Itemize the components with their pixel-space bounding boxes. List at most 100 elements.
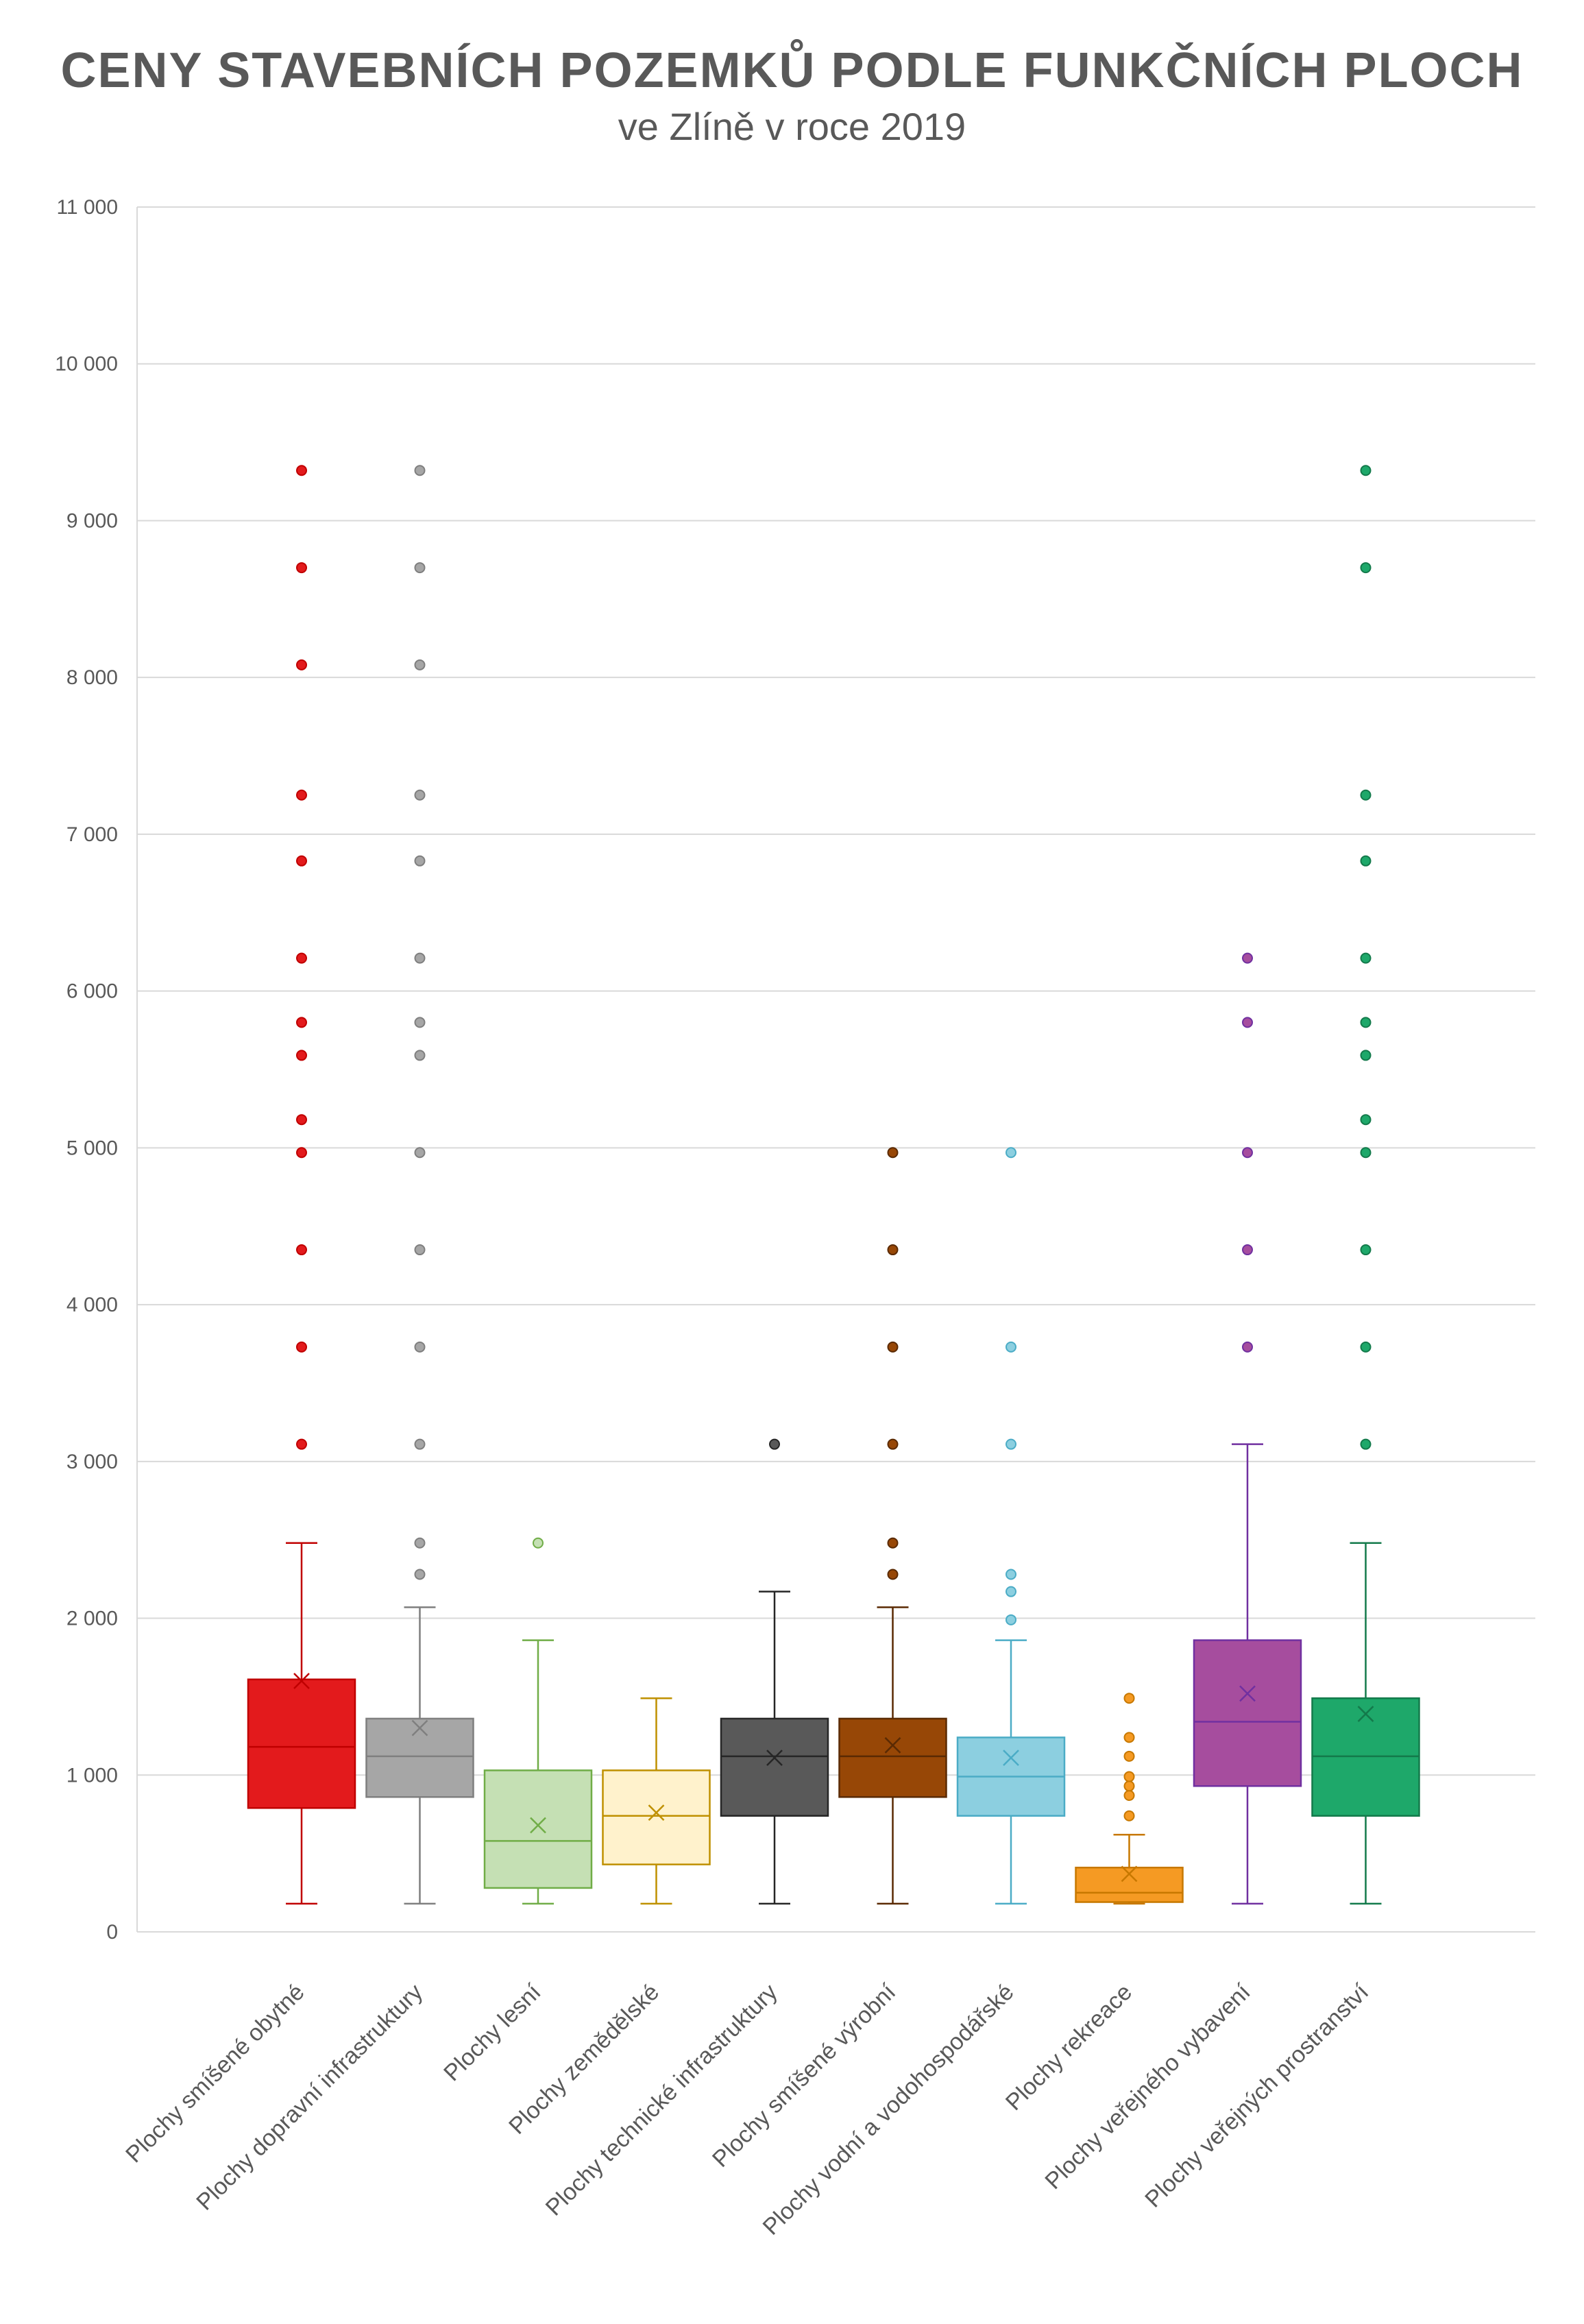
outlier-point — [414, 1244, 426, 1256]
y-tick-label: 8 000 — [66, 666, 118, 689]
x-category-label: Plochy rekreace — [1001, 1979, 1137, 2116]
x-category-label: Plochy dopravní infrastruktury — [191, 1979, 428, 2216]
box-iqr — [602, 1769, 711, 1865]
outlier-point — [296, 465, 307, 476]
outlier-point — [1006, 1341, 1016, 1353]
outlier-point — [414, 1569, 426, 1580]
x-category-label: Plochy veřejného vybavení — [1040, 1978, 1256, 2194]
mean-marker — [1003, 1750, 1019, 1766]
outlier-point — [296, 789, 307, 801]
outlier-point — [1360, 952, 1372, 964]
outlier-point — [296, 1017, 307, 1028]
outlier-point — [1242, 952, 1253, 964]
box-group — [247, 465, 356, 1905]
outlier-point — [414, 1341, 426, 1353]
outlier-point — [414, 1147, 426, 1159]
y-tick-label: 0 — [106, 1921, 118, 1944]
outlier-point — [296, 1341, 307, 1353]
outlier-point — [1360, 1017, 1372, 1028]
y-tick-label: 11 000 — [56, 196, 118, 219]
outlier-point — [887, 1569, 899, 1580]
box-iqr — [365, 1717, 474, 1798]
box-group — [720, 1438, 829, 1905]
outlier-point — [1123, 1810, 1135, 1821]
outlier-point — [1360, 1114, 1372, 1126]
y-tick-label: 1 000 — [66, 1764, 118, 1787]
mean-marker — [884, 1736, 901, 1754]
box-iqr — [247, 1678, 356, 1809]
outlier-point — [769, 1438, 780, 1450]
outlier-point — [887, 1341, 899, 1353]
outlier-point — [1360, 789, 1372, 801]
outlier-point — [533, 1537, 544, 1549]
y-tick-label: 3 000 — [66, 1451, 118, 1473]
y-tick-label: 4 000 — [66, 1294, 118, 1316]
outlier-point — [1242, 1147, 1253, 1159]
mean-marker — [293, 1673, 310, 1689]
box-group — [956, 1147, 1066, 1905]
outlier-point — [296, 1050, 307, 1061]
box-group — [1193, 952, 1302, 1905]
mean-marker — [1121, 1865, 1138, 1883]
box-group — [1075, 1693, 1184, 1905]
outlier-point — [296, 659, 307, 670]
outlier-point — [296, 1114, 307, 1126]
gridlines — [136, 206, 1535, 1933]
outlier-point — [1006, 1586, 1016, 1597]
box-iqr — [720, 1717, 829, 1817]
outlier-point — [414, 465, 426, 476]
outlier-point — [1360, 1050, 1372, 1061]
outlier-point — [1123, 1780, 1135, 1792]
outlier-point — [1123, 1693, 1135, 1704]
outlier-point — [1360, 1147, 1372, 1159]
outlier-point — [414, 1017, 426, 1028]
outlier-point — [887, 1147, 899, 1159]
outlier-point — [887, 1537, 899, 1549]
y-axis-tick-labels: 0 1 000 2 000 3 000 4 000 5 000 6 000 7 000 8 00… — [55, 196, 118, 1944]
outlier-point — [414, 789, 426, 801]
outlier-point — [296, 855, 307, 867]
mean-marker — [1239, 1685, 1256, 1702]
outlier-point — [296, 562, 307, 574]
outlier-point — [414, 659, 426, 670]
y-tick-label: 2 000 — [66, 1608, 118, 1630]
outlier-point — [414, 855, 426, 867]
outlier-point — [414, 1438, 426, 1450]
box-iqr — [1193, 1639, 1302, 1787]
y-tick-label: 5 000 — [66, 1137, 118, 1159]
outlier-point — [1123, 1771, 1135, 1782]
outlier-point — [296, 1438, 307, 1450]
mean-marker — [530, 1817, 546, 1834]
outlier-point — [414, 562, 426, 574]
outlier-point — [296, 1244, 307, 1256]
outlier-point — [296, 952, 307, 964]
outlier-point — [1360, 1341, 1372, 1353]
outlier-point — [414, 1537, 426, 1549]
x-category-label: Plochy lesní — [439, 1978, 546, 2086]
box-group — [838, 1147, 947, 1905]
mean-marker — [1357, 1706, 1374, 1722]
mean-marker — [766, 1750, 783, 1766]
outlier-point — [1006, 1569, 1016, 1580]
outlier-point — [414, 1050, 426, 1061]
outlier-point — [1123, 1750, 1135, 1762]
y-tick-label: 10 000 — [55, 353, 118, 376]
outlier-point — [1242, 1017, 1253, 1028]
outlier-point — [1123, 1732, 1135, 1743]
outlier-point — [887, 1244, 899, 1256]
x-category-label: Plochy veřejných prostranství — [1140, 1978, 1374, 2212]
outlier-point — [1242, 1244, 1253, 1256]
y-tick-label: 6 000 — [66, 980, 118, 1003]
outlier-point — [1123, 1790, 1135, 1802]
outlier-point — [1360, 1438, 1372, 1450]
outlier-point — [1242, 1341, 1253, 1353]
x-category-label: Plochy vodní a vodohospodářské — [758, 1979, 1019, 2240]
box-group — [602, 1697, 711, 1905]
outlier-point — [1006, 1438, 1016, 1450]
box-group — [483, 1537, 593, 1905]
outlier-point — [1006, 1147, 1016, 1159]
outlier-point — [1360, 465, 1372, 476]
box-group — [1311, 465, 1420, 1905]
mean-marker — [648, 1804, 665, 1821]
